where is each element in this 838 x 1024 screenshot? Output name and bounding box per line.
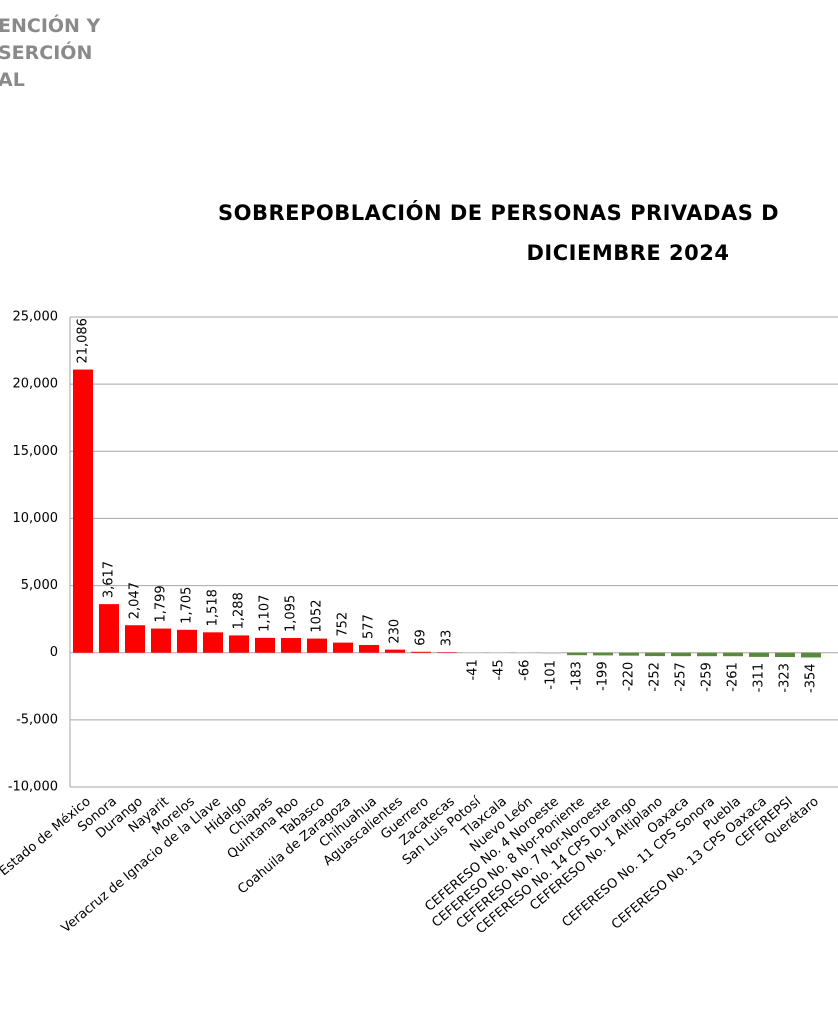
bar <box>541 652 561 655</box>
value-label: -66 <box>518 660 533 681</box>
value-label: 1,799 <box>154 585 169 622</box>
value-label: 577 <box>362 614 377 639</box>
bar <box>151 628 171 653</box>
bar <box>515 652 535 654</box>
y-tick-label: 10,000 <box>13 511 59 526</box>
header-line: AL <box>0 69 25 91</box>
value-label: 230 <box>388 619 403 644</box>
value-label: 33 <box>440 630 455 647</box>
bar <box>489 652 509 654</box>
bar <box>697 652 717 657</box>
value-label: -220 <box>622 662 637 692</box>
bar <box>333 642 353 653</box>
bar <box>73 369 93 653</box>
bar <box>775 652 795 658</box>
value-label: 2,047 <box>128 582 143 619</box>
bar <box>281 638 301 653</box>
bar <box>619 652 639 656</box>
value-label: -261 <box>726 662 741 692</box>
value-label: 1,705 <box>180 587 195 624</box>
value-label: -41 <box>466 659 481 680</box>
bar <box>255 637 275 653</box>
bar <box>723 652 743 657</box>
value-label: -259 <box>700 662 715 692</box>
bar <box>437 652 457 653</box>
x-tick-label: Estado de México <box>0 794 94 879</box>
bar <box>671 652 691 657</box>
value-label: 1,288 <box>232 592 247 629</box>
bar <box>645 652 665 657</box>
value-label: -323 <box>778 663 793 693</box>
value-label: 1,518 <box>206 589 221 626</box>
bar <box>229 635 249 653</box>
y-tick-label: 5,000 <box>21 578 58 593</box>
bar <box>385 649 405 653</box>
bar <box>203 632 223 653</box>
bar <box>463 652 483 654</box>
bar <box>125 625 145 653</box>
chart-title: SOBREPOBLACIÓN DE PERSONAS PRIVADAS D <box>218 200 779 225</box>
y-tick-label: 15,000 <box>13 444 59 459</box>
bar <box>307 638 327 653</box>
header-line: SERCIÓN <box>0 40 92 64</box>
value-label: 69 <box>414 629 429 646</box>
y-tick-label: 20,000 <box>13 377 59 392</box>
value-label: 21,086 <box>76 318 91 364</box>
y-tick-label: -10,000 <box>8 780 58 795</box>
bar <box>177 629 197 653</box>
value-label: 1,107 <box>258 595 273 632</box>
value-label: -311 <box>752 663 767 693</box>
bar <box>801 652 821 658</box>
value-label: -45 <box>492 659 507 680</box>
value-label: 1052 <box>310 599 325 632</box>
value-label: -199 <box>596 661 611 691</box>
bar <box>593 652 613 656</box>
bar <box>749 652 769 657</box>
value-label: 752 <box>336 612 351 637</box>
value-label: -354 <box>804 663 819 693</box>
y-tick-label: 0 <box>50 645 58 660</box>
bar <box>359 644 379 653</box>
value-label: -101 <box>544 660 559 690</box>
value-label: -257 <box>674 662 689 692</box>
value-label: 1,095 <box>284 595 299 632</box>
header-line: ENCIÓN Y <box>0 13 101 37</box>
y-tick-label: -5,000 <box>16 712 58 727</box>
bar <box>411 651 431 653</box>
value-label: -183 <box>570 661 585 691</box>
bar <box>99 604 119 653</box>
y-tick-label: 25,000 <box>13 310 59 325</box>
value-label: 3,617 <box>102 561 117 598</box>
chart-subtitle: DICIEMBRE 2024 <box>527 241 730 265</box>
value-label: -252 <box>648 662 663 692</box>
bar <box>567 652 587 656</box>
